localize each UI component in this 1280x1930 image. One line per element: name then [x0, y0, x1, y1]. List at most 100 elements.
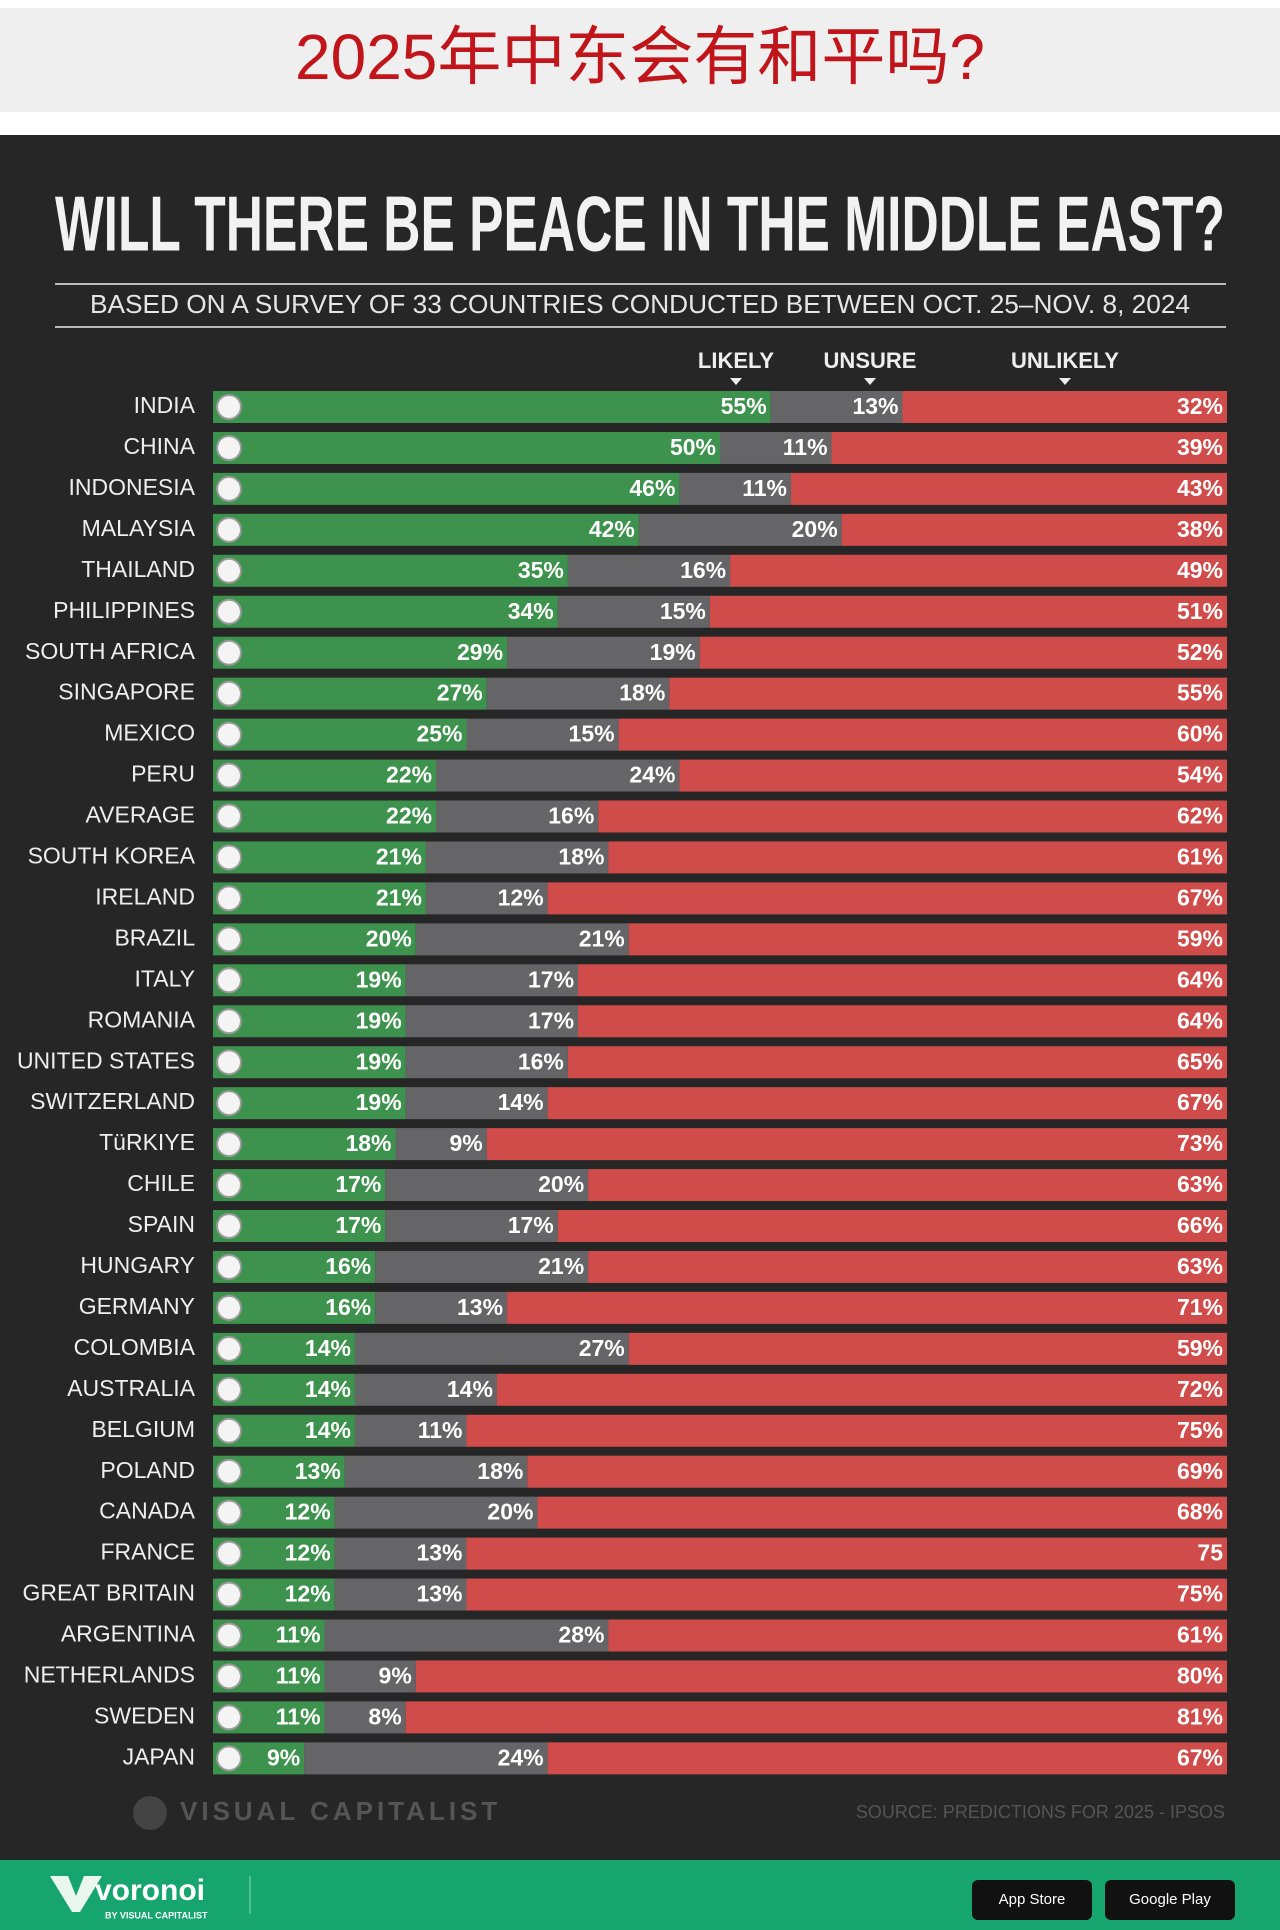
value-label: 20%: [366, 925, 412, 951]
bar-segment: [486, 1128, 1227, 1161]
bar-segment: [618, 718, 1227, 751]
category-label: MALAYSIA: [82, 515, 196, 541]
category-label: AVERAGE: [86, 802, 196, 828]
bar-segment: [720, 431, 832, 464]
google-play-button[interactable]: [1105, 1880, 1235, 1920]
value-label: 75: [1197, 1540, 1223, 1566]
category-label: UNITED STATES: [17, 1047, 195, 1073]
bar-segment: [709, 595, 1227, 628]
bar-segment: [578, 1005, 1227, 1038]
bar-segment: [466, 1414, 1227, 1447]
bar-segment: [436, 759, 680, 792]
category-label: CANADA: [99, 1498, 196, 1524]
bar-segment: [507, 1291, 1227, 1324]
category-label: SWEDEN: [94, 1702, 195, 1728]
flag: [216, 803, 242, 830]
category-label: CHILE: [127, 1170, 195, 1196]
value-label: 16%: [325, 1253, 371, 1279]
bar-segment: [557, 1210, 1227, 1242]
legend-label: LIKELY: [698, 348, 775, 373]
value-label: 73%: [1177, 1130, 1223, 1156]
value-label: 20%: [792, 516, 838, 542]
value-label: 54%: [1177, 762, 1223, 788]
flag: [216, 1090, 242, 1117]
value-label: 17%: [528, 1007, 574, 1033]
category-label: PERU: [131, 761, 195, 787]
value-label: 17%: [335, 1171, 381, 1197]
app-store-button[interactable]: [972, 1880, 1092, 1920]
google-play-label[interactable]: Google Play: [1129, 1891, 1211, 1908]
value-label: 15%: [569, 721, 615, 747]
value-label: 14%: [305, 1335, 351, 1361]
value-label: 18%: [558, 844, 604, 870]
category-label: BRAZIL: [114, 924, 195, 950]
value-label: 16%: [518, 1048, 564, 1074]
bar-segment: [213, 595, 558, 628]
value-label: 13%: [416, 1540, 462, 1566]
chart-subtitle: BASED ON A SURVEY OF 33 COUNTRIES CONDUC…: [90, 289, 1190, 319]
bar-segment: [213, 1128, 396, 1161]
app-store-label[interactable]: App Store: [999, 1891, 1066, 1908]
bar-segment: [213, 391, 771, 423]
flag: [216, 1540, 242, 1567]
bar-segment: [628, 923, 1227, 956]
category-label: ROMANIA: [88, 1006, 196, 1032]
value-label: 19%: [356, 1089, 402, 1115]
bar-segment: [669, 677, 1227, 710]
flag: [216, 516, 242, 543]
bar-segment: [588, 1169, 1227, 1202]
category-label: ARGENTINA: [61, 1621, 196, 1647]
brand-logo: [133, 1796, 167, 1830]
legend-arrow: [864, 378, 876, 385]
bar-segment: [679, 472, 791, 505]
value-label: 49%: [1177, 557, 1223, 583]
bar-segment: [790, 472, 1227, 505]
bar-segment: [375, 1250, 589, 1283]
flag: [216, 1581, 242, 1608]
bar-segment: [405, 964, 579, 997]
bar-segment: [578, 964, 1227, 997]
bar-segment: [841, 513, 1227, 546]
value-label: 67%: [1177, 1089, 1223, 1115]
bar-segment: [466, 1537, 1227, 1570]
value-label: 21%: [376, 884, 422, 910]
bar-segment: [334, 1496, 538, 1529]
bar-segment: [324, 1619, 609, 1652]
category-label: GERMANY: [79, 1293, 195, 1319]
value-label: 60%: [1177, 721, 1223, 747]
bar-segment: [405, 1701, 1227, 1734]
bar-segment: [608, 1619, 1227, 1652]
flag: [216, 1131, 242, 1158]
bar-segment: [405, 1046, 568, 1079]
value-label: 68%: [1177, 1499, 1223, 1525]
value-label: 59%: [1177, 1335, 1223, 1361]
value-label: 28%: [558, 1622, 604, 1648]
value-label: 13%: [416, 1581, 462, 1607]
bar-segment: [507, 636, 700, 669]
value-label: 24%: [498, 1744, 544, 1770]
category-label: MEXICO: [104, 720, 195, 746]
value-label: 12%: [285, 1499, 331, 1525]
flag: [216, 1622, 242, 1649]
value-label: 81%: [1177, 1703, 1223, 1729]
value-label: 71%: [1177, 1294, 1223, 1320]
category-label: THAILAND: [81, 556, 195, 582]
footer-logo: voronoi: [95, 1874, 205, 1907]
value-label: 14%: [305, 1417, 351, 1443]
flag: [216, 967, 242, 994]
flag: [216, 1745, 242, 1772]
bar-segment: [415, 1660, 1227, 1693]
flag: [216, 1253, 242, 1280]
value-label: 12%: [285, 1581, 331, 1607]
bar-segment: [213, 513, 639, 546]
value-label: 38%: [1177, 516, 1223, 542]
flag: [216, 1704, 242, 1731]
category-label: TüRKIYE: [99, 1129, 195, 1155]
value-label: 65%: [1177, 1048, 1223, 1074]
bar-segment: [466, 718, 619, 751]
flag: [216, 926, 242, 953]
bar-segment: [324, 1701, 406, 1734]
flag: [216, 844, 242, 871]
value-label: 62%: [1177, 803, 1223, 829]
bar-segment: [527, 1455, 1227, 1488]
